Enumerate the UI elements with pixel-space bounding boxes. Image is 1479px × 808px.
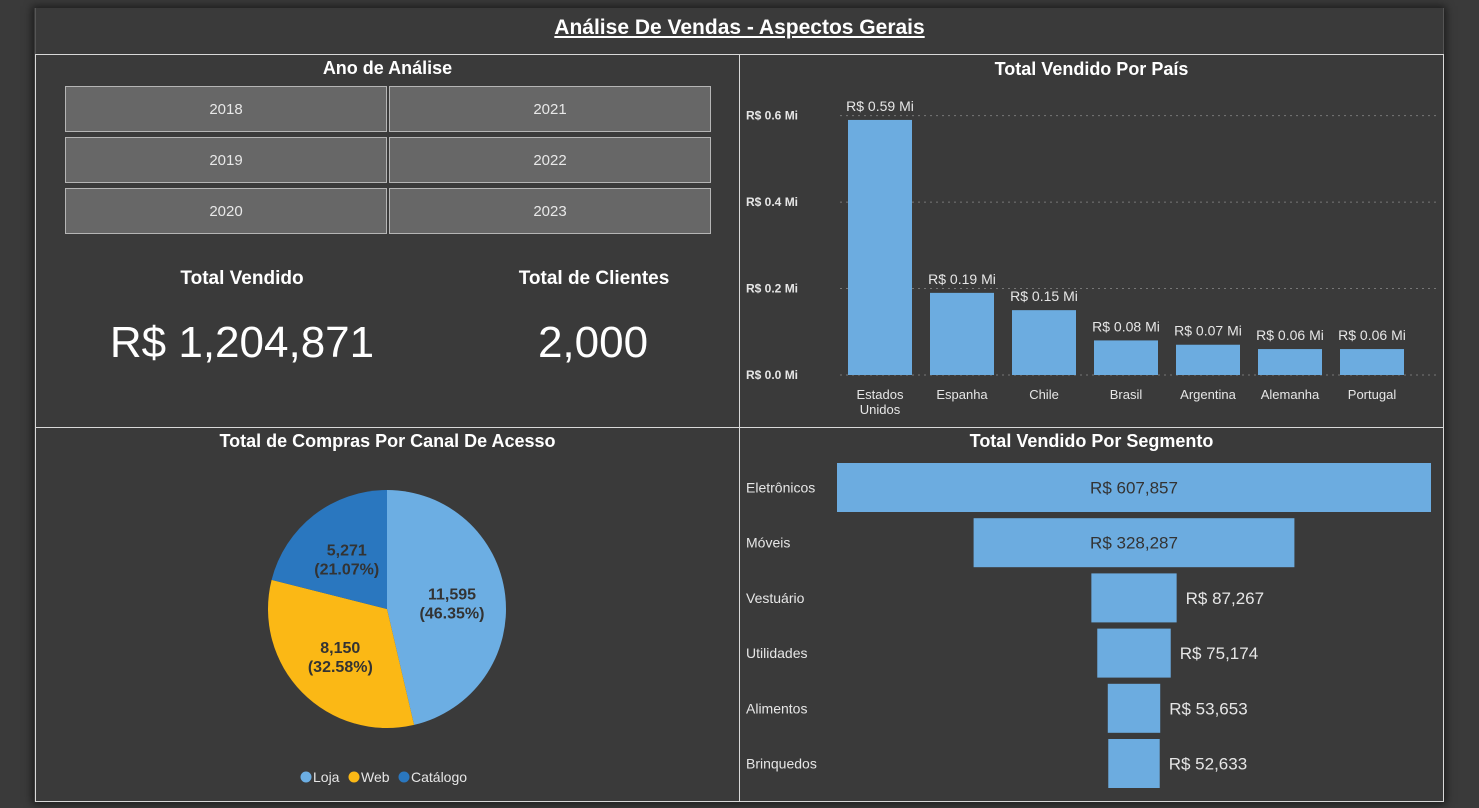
bar <box>848 119 912 375</box>
segment-label: Eletrônicos <box>746 480 815 496</box>
channel-pie-chart: 11,595 (46.35%) 8,150 (32.58%) 5,271 (21.07%)… <box>268 490 507 785</box>
x-tick-label: Portugal <box>1348 387 1397 402</box>
data-label: R$ 0.06 Mi <box>1256 327 1324 343</box>
data-label: R$ 0.08 Mi <box>1092 318 1160 334</box>
funnel-bar <box>1107 683 1161 733</box>
legend-label: Web <box>361 769 390 785</box>
segment-value-label: R$ 607,857 <box>1090 479 1178 498</box>
segment-label: Brinquedos <box>746 756 817 772</box>
pie-slice <box>268 579 415 728</box>
y-tick-label: R$ 0.0 Mi <box>746 368 798 382</box>
segment-chart-panel: Total Vendido Por Segmento Eletrônicos R$… <box>739 427 1444 802</box>
country-bar-chart: R$ 0.0 Mi R$ 0.2 Mi R$ 0.4 Mi R$ 0.6 Mi R$ 0… <box>746 98 1440 417</box>
channel-chart-panel: Total de Compras Por Canal De Acesso 11,… <box>35 427 740 802</box>
y-tick-label: R$ 0.6 Mi <box>746 109 798 123</box>
funnel-bar <box>1108 739 1160 788</box>
year-button-2023[interactable]: 2023 <box>389 188 711 234</box>
data-label: R$ 0.15 Mi <box>1010 288 1078 304</box>
header-bar: Análise De Vendas - Aspectos Gerais <box>35 8 1444 55</box>
legend-marker <box>348 771 360 783</box>
page-title: Análise De Vendas - Aspectos Gerais <box>554 16 925 39</box>
year-button-2018[interactable]: 2018 <box>65 86 387 132</box>
year-button-2022[interactable]: 2022 <box>389 137 711 183</box>
total-clientes-label: Total de Clientes <box>518 268 670 289</box>
year-button-2021[interactable]: 2021 <box>389 86 711 132</box>
data-label: R$ 0.59 Mi <box>846 98 914 114</box>
segment-label: Móveis <box>746 535 790 551</box>
funnel-bar <box>973 518 1295 568</box>
legend-label: Loja <box>313 769 340 785</box>
x-tick-label: Argentina <box>1180 387 1236 402</box>
data-label: R$ 0.07 Mi <box>1174 323 1242 339</box>
x-tick-label: Brasil <box>1110 387 1143 402</box>
kpi-panel: Total Vendido R$ 1,204,871 Total de Clie… <box>35 240 740 428</box>
x-tick-label: Chile <box>1029 387 1059 402</box>
total-vendido-value: R$ 1,204,871 <box>109 318 375 367</box>
year-button-2019[interactable]: 2019 <box>65 137 387 183</box>
segment-value-label: R$ 52,633 <box>1169 755 1247 774</box>
x-tick-label: Unidos <box>860 402 901 417</box>
x-tick-label: Espanha <box>936 387 988 402</box>
funnel-bar <box>1097 628 1171 678</box>
x-tick-label: Alemanha <box>1261 387 1320 402</box>
bar <box>1094 340 1158 375</box>
legend-label: Catálogo <box>411 769 467 785</box>
slice-value-label: 8,150 <box>320 640 360 657</box>
data-label: R$ 0.06 Mi <box>1338 327 1406 343</box>
year-button-2020[interactable]: 2020 <box>65 188 387 234</box>
funnel-bar <box>837 463 1431 512</box>
segment-funnel-chart: Eletrônicos R$ 607,857 Móveis R$ 328,287 Ves… <box>746 463 1431 788</box>
x-tick-label: Estados <box>857 387 904 402</box>
slice-percent-label: (21.07%) <box>314 561 379 578</box>
segment-value-label: R$ 53,653 <box>1169 699 1247 718</box>
slice-percent-label: (32.58%) <box>308 659 373 676</box>
bar <box>1258 349 1322 375</box>
country-chart-panel: Total Vendido Por País R$ 0.0 Mi R$ 0.2 M… <box>739 54 1444 428</box>
total-vendido-label: Total Vendido <box>180 268 304 289</box>
slice-value-label: 11,595 <box>428 587 476 604</box>
year-filter-title: Ano de Análise <box>322 58 453 78</box>
segment-value-label: R$ 75,174 <box>1180 644 1258 663</box>
legend-marker <box>300 771 312 783</box>
segment-label: Alimentos <box>746 700 807 716</box>
slice-value-label: 5,271 <box>327 542 367 559</box>
legend-marker <box>398 771 410 783</box>
segment-chart-title: Total Vendido Por Segmento <box>969 431 1214 451</box>
segment-label: Vestuário <box>746 590 805 606</box>
segment-value-label: R$ 87,267 <box>1186 589 1264 608</box>
pie-slice <box>271 490 387 609</box>
data-label: R$ 0.19 Mi <box>928 271 996 287</box>
total-clientes-value: 2,000 <box>537 318 649 367</box>
segment-value-label: R$ 328,287 <box>1090 534 1178 553</box>
year-filter-panel: Ano de Análise 2018 2021 2019 2022 2020 … <box>35 54 740 241</box>
slice-percent-label: (46.35%) <box>420 606 485 623</box>
bar <box>1340 349 1404 375</box>
bar <box>1176 344 1240 375</box>
country-chart-title: Total Vendido Por País <box>994 59 1189 79</box>
y-tick-label: R$ 0.4 Mi <box>746 195 798 209</box>
channel-chart-title: Total de Compras Por Canal De Acesso <box>219 431 556 451</box>
segment-label: Utilidades <box>746 645 807 661</box>
y-tick-label: R$ 0.2 Mi <box>746 282 798 296</box>
funnel-bar <box>1091 573 1177 623</box>
bar <box>1012 310 1076 375</box>
pie-slice <box>387 490 507 725</box>
bar <box>930 292 994 375</box>
